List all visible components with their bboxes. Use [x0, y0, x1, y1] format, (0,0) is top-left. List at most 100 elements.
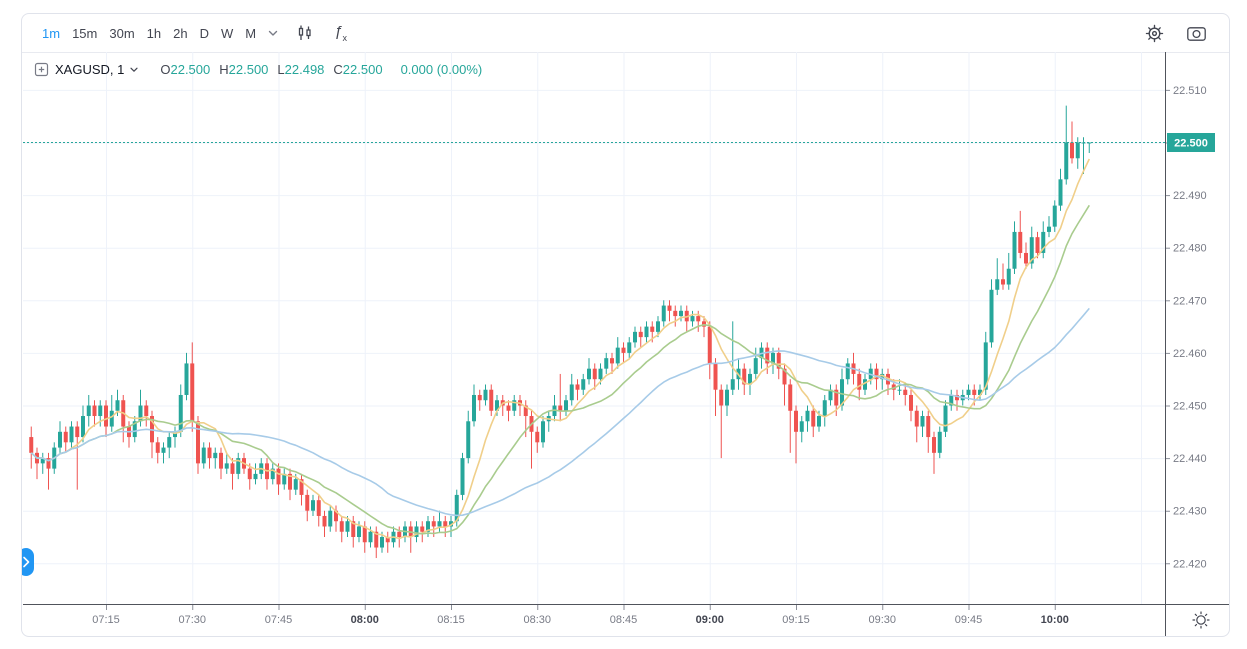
timeframe-2h[interactable]: 2h	[167, 23, 193, 44]
candle-body	[380, 537, 384, 548]
candle-body	[656, 321, 660, 332]
timeframe-30m[interactable]: 30m	[103, 23, 140, 44]
candle-body	[1006, 268, 1011, 285]
candle-body	[615, 347, 620, 364]
candle-body	[523, 405, 528, 417]
candle-body	[311, 500, 315, 511]
chart-area: 22.510 22.500 22.490 22.480 22.470 22.460 22.4…	[22, 52, 1229, 636]
candle-body	[29, 437, 34, 453]
candle-body	[305, 494, 310, 511]
price-axis[interactable]: 22.510 22.500 22.490 22.480 22.470 22.460 22.4…	[1166, 85, 1207, 570]
candle-body	[201, 447, 206, 464]
candle-body	[161, 447, 166, 453]
candle-body	[1058, 179, 1063, 206]
candle-body	[213, 452, 218, 459]
open-value: O22.500	[160, 62, 211, 77]
candle-body	[914, 410, 919, 427]
candle-body	[207, 447, 212, 459]
price-tick-label: 22.440	[1173, 453, 1207, 465]
candlestick-chart[interactable]: 22.510 22.500 22.490 22.480 22.470 22.460 22.4…	[22, 52, 1230, 637]
candle-body	[322, 515, 327, 527]
candle-body	[569, 384, 574, 401]
legend: XAGUSD, 1 O22.500 H22.500 L22.498 C22.50…	[34, 62, 482, 77]
timeframe-chevron-down-icon[interactable]	[266, 28, 280, 39]
candle-body	[236, 458, 241, 474]
candle-body	[638, 331, 643, 338]
price-tick-label: 22.490	[1173, 190, 1207, 202]
candle-body	[247, 468, 252, 480]
low-value: L22.498	[277, 62, 325, 77]
candle-body	[891, 384, 896, 390]
settings-gear-icon[interactable]	[1143, 22, 1166, 45]
candle-body	[742, 368, 747, 385]
candle-body	[719, 389, 724, 406]
timeframe-15m[interactable]: 15m	[66, 23, 103, 44]
candle-body	[621, 347, 626, 353]
time-tick-label: 07:15	[92, 614, 120, 626]
candle-body	[978, 389, 982, 395]
candle-body	[357, 526, 361, 537]
candle-body	[472, 394, 476, 422]
candle-body	[443, 521, 448, 527]
time-axis[interactable]: 07:15 07:30 07:45 08:00 08:15 08:30 08:45 09:00…	[92, 605, 1069, 626]
candle-body	[190, 363, 195, 422]
timeframe-d[interactable]: D	[194, 23, 215, 44]
candle-body	[817, 416, 821, 427]
candle-body	[535, 431, 540, 443]
candle-body	[385, 537, 390, 543]
screenshot-camera-icon[interactable]	[1184, 22, 1209, 44]
candle-body	[1012, 231, 1017, 269]
candle-body	[834, 389, 839, 406]
indicators-fx-icon[interactable]: ƒx	[334, 23, 347, 43]
brightness-sun-icon[interactable]	[1190, 609, 1212, 631]
candle-body	[955, 394, 959, 401]
time-tick-label: 07:30	[178, 614, 206, 626]
candle-body	[483, 389, 488, 401]
sma-mid-line	[30, 204, 1090, 535]
candle-body	[477, 394, 482, 401]
symbol-selector[interactable]: XAGUSD, 1	[34, 62, 138, 77]
candle-body	[489, 389, 494, 411]
sma-slow-line	[30, 307, 1090, 517]
candle-body	[707, 326, 712, 364]
timeframe-w[interactable]: W	[215, 23, 239, 44]
timeframe-1h[interactable]: 1h	[141, 23, 167, 44]
watchlist-drawer-toggle[interactable]	[22, 548, 34, 576]
high-value: H22.500	[219, 62, 269, 77]
candle-body	[454, 494, 459, 522]
candle-body	[558, 405, 563, 411]
candle-body	[1087, 142, 1092, 144]
candle-body	[92, 405, 97, 417]
candle-body	[679, 310, 683, 317]
candle-body	[75, 426, 80, 438]
candle-body	[368, 531, 373, 543]
candle-body	[937, 431, 942, 453]
candle-body	[104, 405, 108, 427]
candle-body	[40, 458, 45, 464]
candle-body	[575, 384, 580, 390]
timeframe-1m[interactable]: 1m	[36, 23, 66, 44]
candle-body	[46, 458, 51, 469]
candle-body	[1029, 237, 1034, 264]
candle-body	[58, 431, 62, 448]
candle-body	[167, 437, 172, 448]
candle-body	[822, 400, 827, 417]
candle-body	[69, 426, 74, 443]
candle-body	[63, 431, 68, 443]
candle-body	[874, 368, 879, 380]
candle-body	[495, 400, 499, 411]
candle-body	[840, 379, 844, 406]
price-tick-label: 22.420	[1173, 558, 1207, 570]
chart-widget: 1m 15m 30m 1h 2h D W M ƒx	[21, 13, 1230, 637]
chevron-right-icon	[23, 556, 30, 568]
chart-style-candles-icon[interactable]	[294, 22, 316, 44]
candle-body	[776, 352, 781, 369]
candle-body	[650, 326, 655, 332]
candle-body	[178, 394, 183, 432]
price-tick-label: 22.460	[1173, 348, 1207, 360]
timeframe-m[interactable]: M	[239, 23, 262, 44]
candle-body	[782, 368, 787, 385]
candle-body	[230, 463, 235, 474]
candle-body	[633, 331, 637, 343]
